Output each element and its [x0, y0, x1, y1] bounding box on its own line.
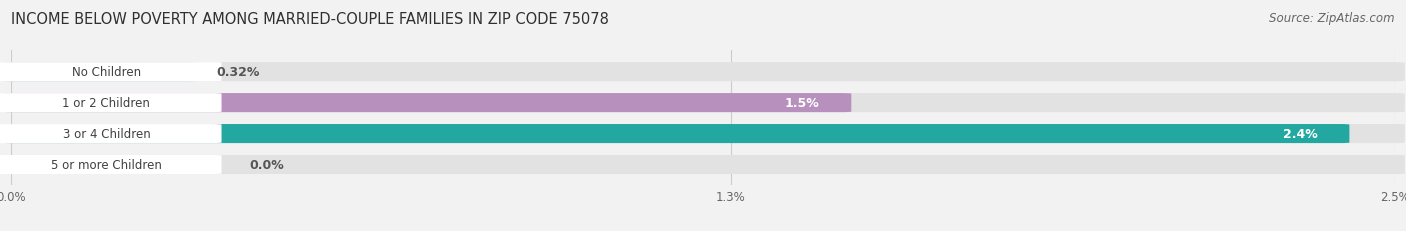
- Text: 3 or 4 Children: 3 or 4 Children: [62, 128, 150, 140]
- Text: 0.0%: 0.0%: [249, 158, 284, 171]
- FancyBboxPatch shape: [1, 155, 1405, 174]
- FancyBboxPatch shape: [1, 63, 1405, 82]
- Text: 0.32%: 0.32%: [217, 66, 259, 79]
- Text: 1 or 2 Children: 1 or 2 Children: [62, 97, 150, 110]
- Text: 2.4%: 2.4%: [1282, 128, 1317, 140]
- FancyBboxPatch shape: [1, 63, 198, 82]
- Text: 5 or more Children: 5 or more Children: [51, 158, 162, 171]
- Text: No Children: No Children: [72, 66, 141, 79]
- FancyBboxPatch shape: [1, 125, 1350, 143]
- FancyBboxPatch shape: [1, 94, 851, 113]
- FancyBboxPatch shape: [0, 94, 222, 113]
- FancyBboxPatch shape: [1, 94, 1405, 113]
- FancyBboxPatch shape: [0, 63, 222, 82]
- Text: 1.5%: 1.5%: [785, 97, 820, 110]
- FancyBboxPatch shape: [0, 125, 222, 143]
- FancyBboxPatch shape: [1, 125, 1405, 143]
- Text: INCOME BELOW POVERTY AMONG MARRIED-COUPLE FAMILIES IN ZIP CODE 75078: INCOME BELOW POVERTY AMONG MARRIED-COUPL…: [11, 12, 609, 27]
- FancyBboxPatch shape: [0, 155, 222, 174]
- Text: Source: ZipAtlas.com: Source: ZipAtlas.com: [1270, 12, 1395, 24]
